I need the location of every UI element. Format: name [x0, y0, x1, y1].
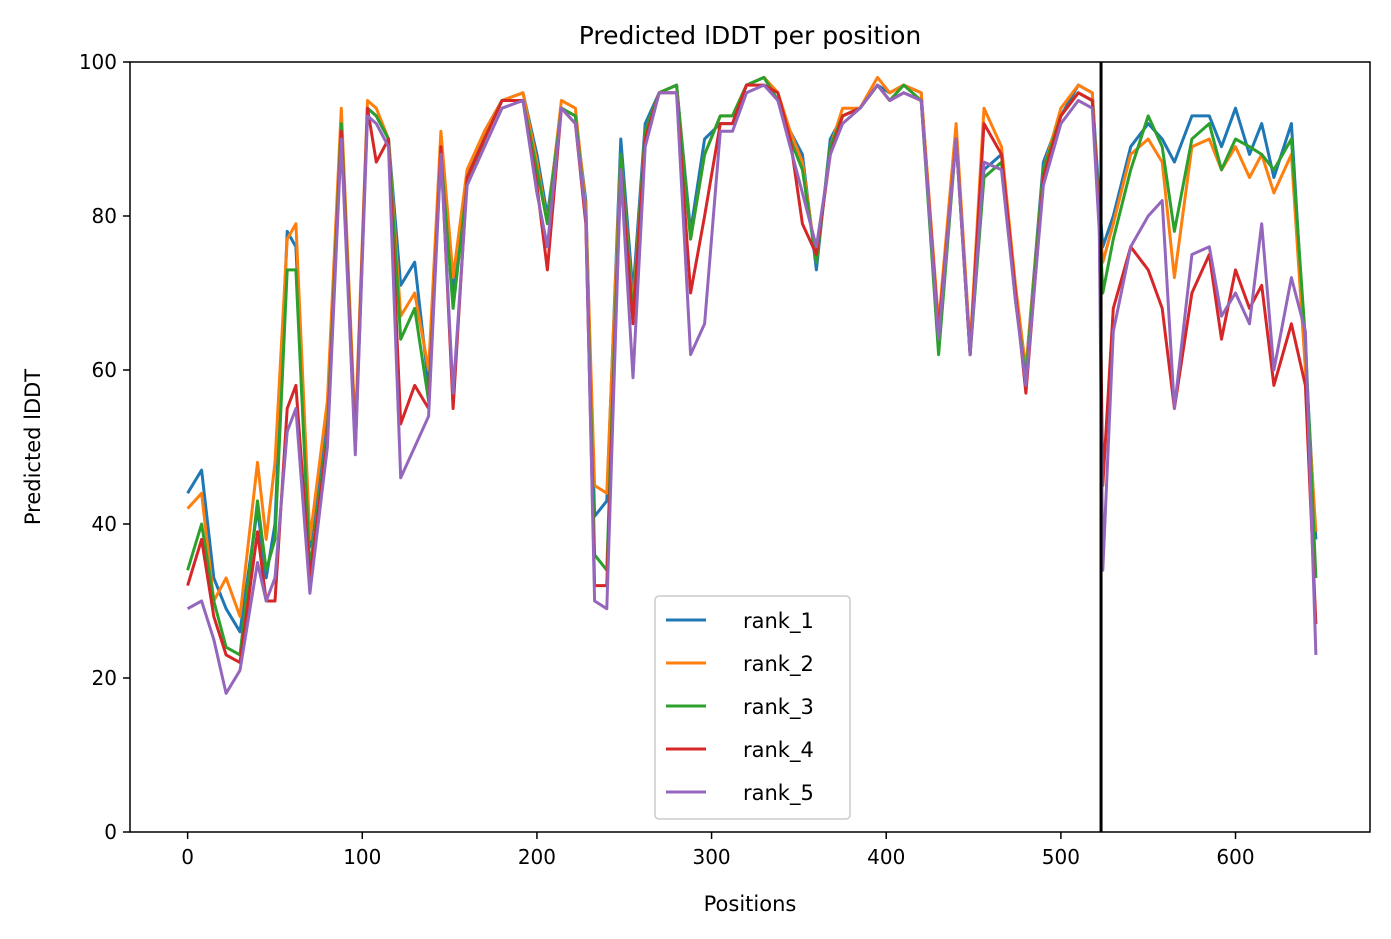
- legend-box: [654, 595, 851, 820]
- y-tick-label: 100: [79, 50, 117, 74]
- y-tick-label: 80: [92, 204, 117, 228]
- legend: rank_1 rank_2 rank_3 rank_4 rank_5: [654, 595, 851, 820]
- x-tick-label: 200: [518, 845, 556, 869]
- x-tick-label: 300: [692, 845, 730, 869]
- plot-frame: [129, 61, 1371, 833]
- legend-label-rank_1: rank_1: [743, 609, 814, 634]
- legend-label-rank_4: rank_4: [743, 738, 814, 763]
- legend-label-rank_2: rank_2: [743, 652, 814, 677]
- legend-label-rank_3: rank_3: [743, 695, 814, 720]
- series-line-rank_5: [186, 83, 1318, 695]
- x-tick-label: 0: [181, 845, 194, 869]
- x-axis-label: Positions: [704, 892, 797, 916]
- series-layer: [186, 75, 1318, 695]
- y-tick-label: 40: [92, 512, 117, 536]
- y-axis-label: Predicted lDDT: [21, 369, 45, 525]
- y-tick-label: 0: [104, 820, 117, 844]
- chart-title: Predicted lDDT per position: [579, 21, 921, 50]
- x-tick-label: 600: [1216, 845, 1254, 869]
- x-tick-label: 500: [1042, 845, 1080, 869]
- y-tick-label: 60: [92, 358, 117, 382]
- x-tick-label: 100: [343, 845, 381, 869]
- y-ticks: 0 20 40 60 80 100: [79, 50, 130, 844]
- y-tick-label: 20: [92, 666, 117, 690]
- legend-label-rank_5: rank_5: [743, 781, 814, 806]
- x-tick-label: 400: [867, 845, 905, 869]
- x-ticks: 0 100 200 300 400 500 600: [181, 832, 1255, 869]
